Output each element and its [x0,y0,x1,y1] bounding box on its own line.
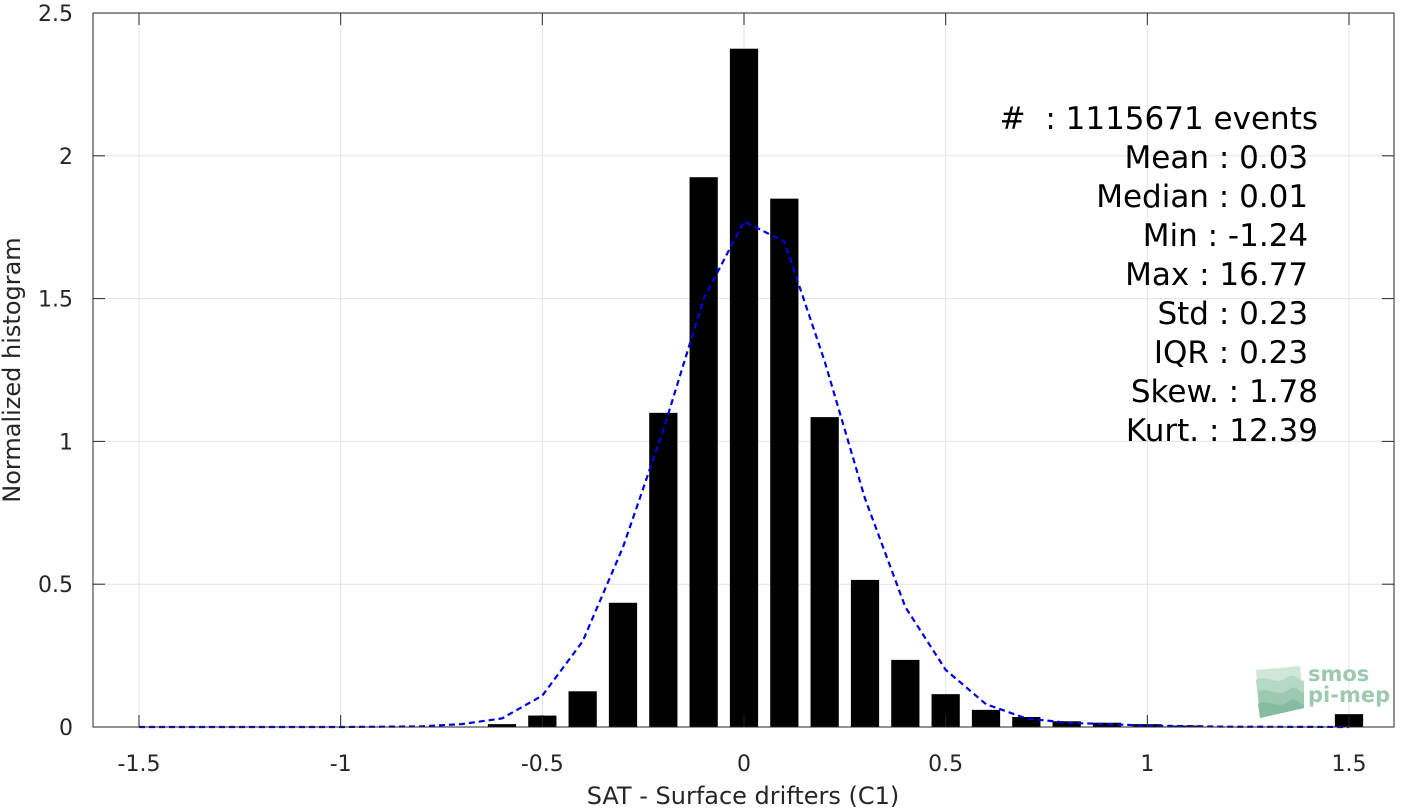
histogram-bar [649,412,678,727]
stat-skew: Skew. : 1.78 [1130,374,1318,410]
x-tick-label: 0 [737,752,751,777]
x-tick-label: -1 [330,752,352,777]
x-tick-label: 0.5 [928,752,963,777]
stat-min: Min : -1.24 [1142,218,1318,254]
histogram-bar [487,724,517,727]
fit-curve [139,220,1350,729]
smos-pi-mep-logo: smos pi-mep [1252,664,1402,722]
histogram-bar [689,177,718,728]
histogram-bar [1092,722,1122,727]
x-tick-label: -0.5 [521,752,564,777]
histogram-bar [1052,721,1081,727]
logo-text: smos pi-mep [1308,664,1390,706]
histogram-bar [608,602,638,727]
y-tick-label: 2 [59,145,73,170]
y-tick-label: 1 [59,430,73,455]
stat-median: Median : 0.01 [1096,179,1318,215]
y-axis-label: Normalized histogram [0,237,26,502]
y-tick-label: 0 [59,716,73,741]
histogram-bars [487,48,1364,728]
histogram-bar [850,579,880,727]
x-tick-label: 1 [1140,752,1154,777]
histogram-bar [729,48,759,727]
logo-text-smos: smos [1308,662,1370,686]
logo-waves-icon [1256,666,1304,718]
x-axis-label: SAT - Surface drifters (C1) [587,782,900,809]
y-tick-label: 2.5 [38,2,73,27]
histogram-bar [770,198,799,727]
histogram-bar [971,709,1001,727]
histogram-bar [568,691,597,727]
histogram-bar [1012,717,1041,727]
y-tick-label: 1.5 [38,288,73,313]
stat-mean: Mean : 0.03 [1124,140,1318,176]
y-tick-labels: 0 0.5 1 1.5 2 2.5 [38,2,73,741]
x-tick-label: -1.5 [118,752,161,777]
histogram-bar [891,659,920,727]
statistics-panel: # : 1115671 events Mean : 0.03 Median : … [1000,100,1318,451]
histogram-bar [810,417,839,727]
stat-std: Std : 0.23 [1157,296,1318,332]
logo-text-pi-mep: pi-mep [1308,683,1391,707]
y-tick-label: 0.5 [38,573,73,598]
stat-kurt: Kurt. : 12.39 [1125,413,1318,449]
stat-iqr: IQR : 0.23 [1153,335,1318,371]
stat-events: # : 1115671 events [999,101,1318,137]
stat-max: Max : 16.77 [1125,257,1318,293]
tick-marks [93,12,1394,728]
x-tick-label: 1.5 [1332,752,1367,777]
x-tick-labels: -1.5 -1 -0.5 0 0.5 1 1.5 [118,752,1367,777]
